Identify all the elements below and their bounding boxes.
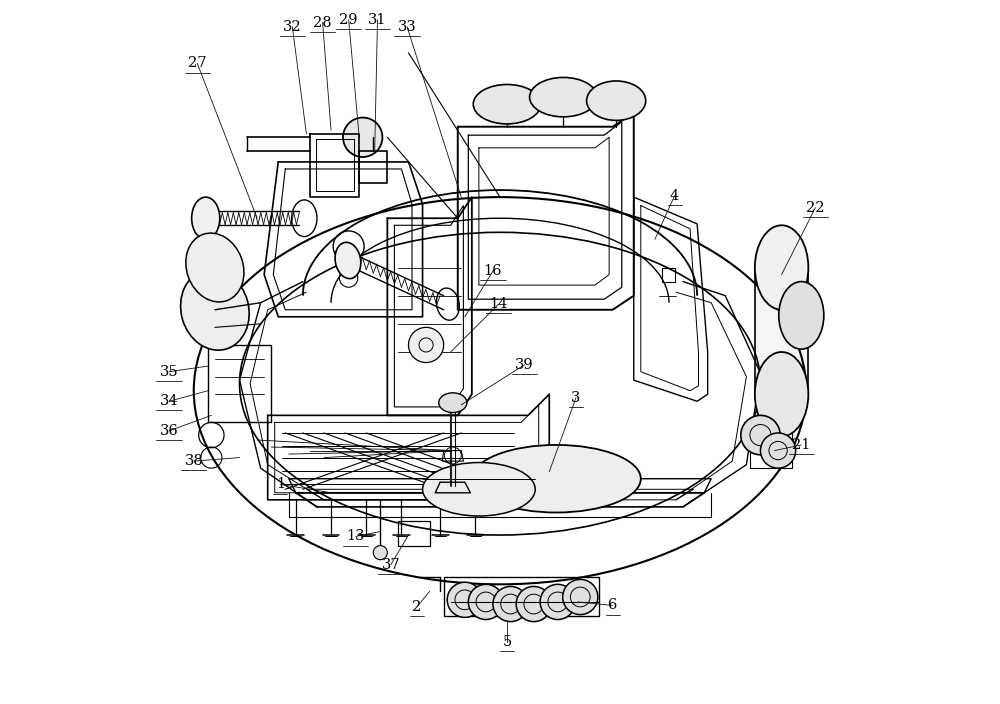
Ellipse shape [473,84,541,124]
Ellipse shape [439,393,467,413]
Circle shape [408,327,444,363]
Bar [398,521,430,546]
Text: 34: 34 [160,394,178,408]
Circle shape [343,118,382,157]
Circle shape [468,584,504,620]
Text: 2: 2 [412,600,422,614]
Text: 35: 35 [160,365,178,379]
Bar [755,268,808,394]
Text: 36: 36 [160,424,178,438]
Circle shape [447,582,482,617]
Ellipse shape [335,242,361,279]
Circle shape [493,586,528,622]
Circle shape [540,584,575,620]
Text: 21: 21 [792,438,810,452]
Ellipse shape [181,270,249,350]
Text: 27: 27 [188,56,207,70]
Ellipse shape [530,77,597,117]
Circle shape [741,415,780,455]
Text: 3: 3 [571,391,581,405]
Text: 4: 4 [670,189,679,203]
Circle shape [516,586,551,622]
Ellipse shape [192,197,220,239]
Text: 32: 32 [283,20,302,34]
Text: 5: 5 [502,635,512,649]
Ellipse shape [779,282,824,349]
Ellipse shape [472,445,641,513]
Text: 13: 13 [346,529,365,543]
Text: 33: 33 [398,20,416,34]
Text: 14: 14 [489,297,508,311]
Ellipse shape [587,81,646,120]
Bar [750,426,792,468]
Text: 1: 1 [276,477,285,491]
Text: 39: 39 [515,358,534,372]
Text: 22: 22 [806,201,825,215]
Circle shape [563,579,598,615]
Ellipse shape [755,225,808,310]
Circle shape [760,433,796,468]
Text: 31: 31 [368,13,387,27]
Bar [662,268,675,282]
Bar [444,577,599,616]
Text: 28: 28 [313,15,332,30]
Text: 29: 29 [339,13,358,27]
Circle shape [373,546,387,560]
Text: 6: 6 [608,598,617,612]
Text: 38: 38 [184,454,203,468]
Ellipse shape [186,233,244,302]
Text: 16: 16 [484,264,502,278]
Ellipse shape [423,463,535,516]
Ellipse shape [755,352,808,436]
Text: 37: 37 [382,558,400,572]
